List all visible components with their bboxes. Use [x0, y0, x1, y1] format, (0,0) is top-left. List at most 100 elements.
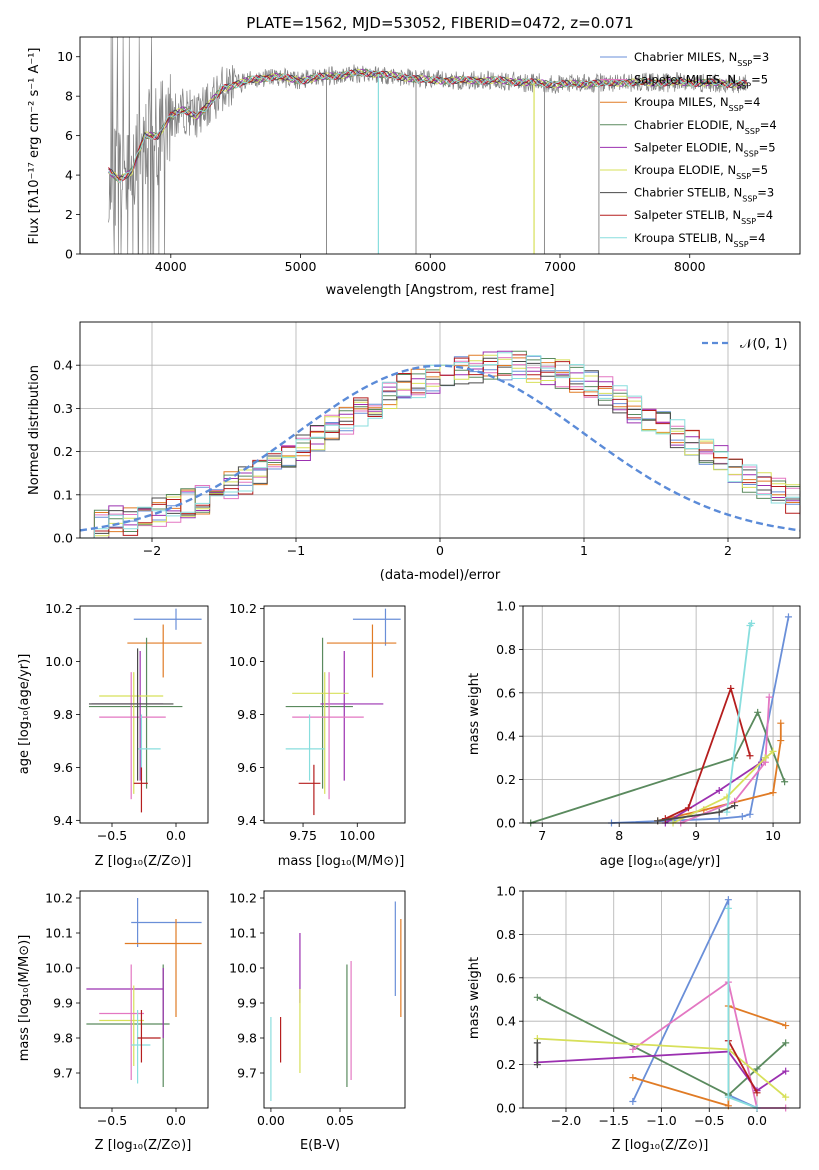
- x-tick-label: 0.05: [326, 1113, 354, 1128]
- y-tick-label: 10.1: [45, 926, 73, 941]
- x-tick-label: 6000: [414, 259, 446, 274]
- mass-weight-line: [537, 1050, 787, 1092]
- x-tick-label: −1.0: [646, 1113, 676, 1128]
- mass-weight-marker: [533, 1039, 541, 1047]
- y-tick-label: 9.7: [53, 1066, 73, 1081]
- mass-weight-marker: [754, 708, 762, 716]
- y-tick-label: 2: [65, 207, 73, 222]
- axes-frame: [79, 890, 209, 1109]
- gaussian-legend-label: 𝒩(0, 1): [740, 337, 787, 352]
- mass-weight-line: [657, 723, 782, 822]
- age-vs-mass-xlabel: mass [log₁₀(M/M⊙)]: [278, 854, 405, 869]
- x-tick-label: 2: [724, 543, 732, 558]
- spectrum-xlabel: wavelength [Angstrom, rest frame]: [326, 283, 555, 298]
- axes-frame: [263, 605, 406, 824]
- y-tick-label: 9.8: [53, 707, 73, 722]
- y-tick-label: 0.2: [496, 1057, 516, 1072]
- y-tick-label: 10.0: [45, 654, 73, 669]
- y-tick-label: 9.6: [53, 760, 73, 775]
- x-tick-label: 0.0: [166, 1113, 186, 1128]
- mass-weight-marker: [724, 896, 732, 904]
- y-tick-label: 0.6: [496, 685, 516, 700]
- mass-weight-marker: [784, 613, 792, 621]
- y-tick-label: 0.8: [496, 927, 516, 942]
- spectrum-legend: Chabrier MILES, NSSP=3 Salpeter MILES, NS…: [600, 50, 777, 248]
- y-tick-label: 10.2: [45, 601, 73, 616]
- mass-weight-marker: [684, 804, 692, 812]
- y-tick-label: 9.9: [53, 996, 73, 1011]
- mass-weight-marker: [769, 789, 777, 797]
- mass-vs-ebv-panel: 0.00 0.05 9.7 9.8 9.9 10.0 10.1 10.2: [229, 891, 406, 1128]
- y-tick-label: 9.7: [237, 1066, 257, 1081]
- mass-vs-z-ylabel: mass [log₁₀(M/M⊙)]: [17, 935, 32, 1062]
- x-tick-label: 1: [580, 543, 588, 558]
- x-tick-label: 8: [615, 828, 623, 843]
- mass-vs-z-panel: −0.5 0.0 9.7 9.8 9.9 10.0 10.1 10.2: [45, 890, 209, 1128]
- y-tick-label: 0.0: [53, 531, 73, 546]
- mass-weight-marker: [746, 810, 754, 818]
- y-tick-label: 10.0: [229, 961, 257, 976]
- axes-frame: [79, 605, 209, 824]
- x-tick-label: 9: [692, 828, 700, 843]
- residual-xlabel: (data-model)/error: [380, 568, 501, 583]
- x-tick-label: 0.0: [166, 828, 186, 843]
- mass-weight-line: [530, 710, 786, 824]
- x-tick-label: −0.5: [97, 1113, 127, 1128]
- mass-weight-vs-age-panel: 7 8 9 10 0.0 0.2 0.4 0.6 0.8 1.0: [496, 599, 801, 843]
- mass-weight-marker: [738, 812, 746, 820]
- mass-vs-ebv-xlabel: E(B-V): [300, 1138, 340, 1153]
- model-spectrum: [108, 68, 747, 178]
- y-tick-label: 0.4: [53, 358, 73, 373]
- y-tick-label: 9.8: [237, 1031, 257, 1046]
- mass-weight-marker: [782, 1022, 790, 1030]
- mass-weight-marker: [731, 802, 739, 810]
- legend-label: Kroupa STELIB, NSSP=4: [634, 231, 765, 249]
- legend-label: Salpeter MILES, NSSP=5: [634, 73, 768, 91]
- x-tick-label: 8000: [674, 259, 706, 274]
- axes-frame: [79, 36, 801, 255]
- mass-weight-marker: [777, 719, 785, 727]
- age-vs-z-panel: −0.5 0.0 9.4 9.6 9.8 10.0 10.2: [45, 601, 209, 843]
- legend-label: Chabrier STELIB, NSSP=3: [634, 186, 774, 204]
- mass-weight-marker: [715, 808, 723, 816]
- legend-label: Salpeter ELODIE, NSSP=5: [634, 140, 776, 158]
- y-tick-label: 0.1: [53, 487, 73, 502]
- legend-label: Chabrier ELODIE, NSSP=4: [634, 118, 777, 136]
- mass-weight-line: [680, 697, 771, 824]
- residual-legend: 𝒩(0, 1): [702, 337, 787, 352]
- x-tick-label: 9.75: [289, 828, 317, 843]
- y-tick-label: 6: [65, 128, 73, 143]
- mass-weight-marker: [724, 1093, 732, 1101]
- x-tick-label: 0.00: [257, 1113, 285, 1128]
- gaussian-curve: [79, 364, 801, 532]
- y-tick-label: 9.9: [237, 996, 257, 1011]
- mass-weight-line: [664, 685, 751, 820]
- x-tick-label: −1: [287, 543, 305, 558]
- y-tick-label: 0.8: [496, 642, 516, 657]
- mass-weight-marker: [746, 752, 754, 760]
- y-tick-label: 1.0: [496, 599, 516, 614]
- mass-weight-marker: [782, 1093, 790, 1101]
- mass-weight-marker: [533, 1061, 541, 1069]
- legend-label: Chabrier MILES, NSSP=3: [634, 50, 769, 68]
- mass-weight-marker: [765, 693, 773, 701]
- x-tick-label: −0.5: [97, 828, 127, 843]
- mass-weight-vs-z-ylabel: mass weight: [467, 957, 482, 1039]
- y-tick-label: 0.6: [496, 970, 516, 985]
- x-tick-label: −2.0: [551, 1113, 581, 1128]
- mass-weight-vs-age-xlabel: age [log₁₀(age/yr)]: [600, 854, 721, 869]
- legend-label: Salpeter STELIB, NSSP=4: [634, 208, 773, 226]
- y-tick-label: 10.2: [229, 601, 257, 616]
- y-tick-label: 10.2: [45, 891, 73, 906]
- residual-panel: −2 −1 0 1 2 0.0 0.1 0.2 0.3 0.4: [53, 321, 801, 558]
- axes-frame: [79, 321, 801, 539]
- y-tick-label: 0.3: [53, 401, 73, 416]
- mass-weight-marker: [782, 1039, 790, 1047]
- y-tick-label: 10.2: [229, 891, 257, 906]
- mass-weight-vs-z-xlabel: Z [log₁₀(Z/Z⊙)]: [612, 1138, 709, 1153]
- x-tick-label: 4000: [155, 259, 187, 274]
- spectrum-title: PLATE=1562, MJD=53052, FIBERID=0472, z=0…: [246, 14, 633, 32]
- mass-weight-marker: [727, 684, 735, 692]
- y-tick-label: 9.4: [237, 813, 257, 828]
